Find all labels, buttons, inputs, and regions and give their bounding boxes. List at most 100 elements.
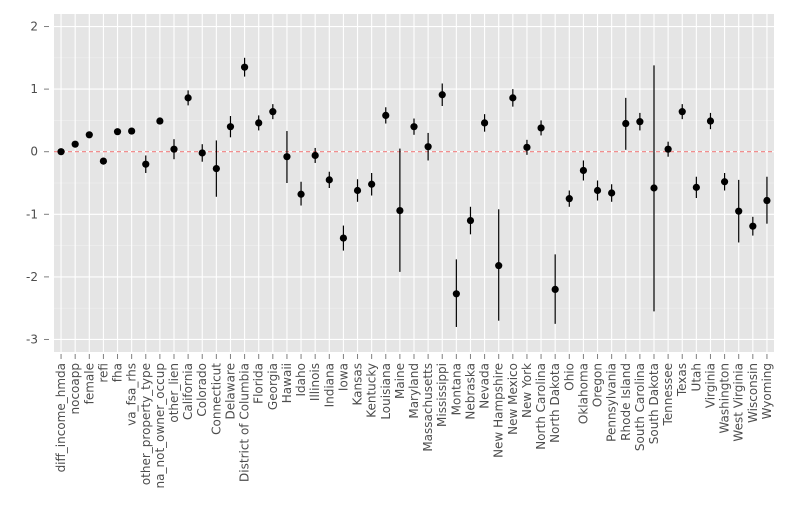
data-point bbox=[650, 184, 658, 192]
data-point bbox=[706, 117, 715, 125]
data-point bbox=[622, 119, 630, 128]
x-tick-label: Wisconsin bbox=[746, 363, 760, 423]
x-tick-label: na_not_owner_occup bbox=[153, 363, 167, 488]
y-tick-label: 1 bbox=[30, 82, 38, 96]
data-point bbox=[593, 186, 602, 195]
x-tick-label: Kansas bbox=[351, 363, 365, 405]
x-tick-label: diff_income_hmda bbox=[54, 363, 68, 472]
data-point bbox=[749, 222, 757, 230]
data-point bbox=[71, 140, 79, 148]
x-tick-label: female bbox=[82, 363, 96, 404]
x-tick-label: other_lien bbox=[167, 363, 181, 423]
data-point bbox=[212, 165, 220, 173]
x-tick-label: Georgia bbox=[266, 363, 280, 410]
x-tick-label: Nevada bbox=[478, 363, 492, 409]
data-point bbox=[565, 195, 573, 203]
data-point bbox=[156, 117, 164, 125]
data-point bbox=[255, 119, 263, 127]
x-tick-label: Iowa bbox=[336, 363, 350, 391]
gridlines bbox=[54, 14, 774, 352]
x-tick-label: Hawaii bbox=[280, 363, 294, 403]
x-tick-label: Colorado bbox=[195, 363, 209, 417]
data-point bbox=[410, 123, 418, 131]
data-point bbox=[763, 196, 771, 205]
x-tick-label: New Hampshire bbox=[492, 363, 506, 458]
x-tick-label: Oregon bbox=[591, 363, 605, 407]
x-tick-label: New York bbox=[520, 363, 534, 418]
x-tick-label: Connecticut bbox=[209, 363, 223, 435]
data-point bbox=[664, 145, 672, 153]
x-tick-label: Rhode Island bbox=[619, 363, 633, 441]
x-tick-label: Tennessee bbox=[661, 363, 675, 427]
x-tick-label: va_fsa_rhs bbox=[125, 363, 139, 426]
x-tick-label: Louisiana bbox=[379, 363, 393, 420]
x-tick-label: California bbox=[181, 363, 195, 420]
data-point bbox=[353, 186, 362, 195]
data-point bbox=[678, 108, 686, 116]
x-tick-label: Illinois bbox=[308, 363, 322, 401]
data-point bbox=[297, 190, 305, 198]
x-tick-label: fha bbox=[111, 363, 125, 382]
x-tick-label: Nebraska bbox=[463, 363, 477, 420]
data-point bbox=[339, 234, 348, 242]
data-point bbox=[608, 189, 616, 197]
data-point bbox=[283, 153, 291, 161]
data-point bbox=[466, 216, 475, 225]
x-tick-label: Maryland bbox=[407, 363, 421, 419]
x-tick-label: Kentucky bbox=[365, 363, 379, 418]
data-point bbox=[523, 143, 531, 151]
x-tick-label: nocoapp bbox=[68, 363, 82, 414]
x-tick-label: South Carolina bbox=[633, 363, 647, 451]
x-tick-label: Utah bbox=[689, 363, 703, 391]
x-tick-label: Wyoming bbox=[760, 363, 774, 419]
data-point bbox=[269, 108, 277, 116]
x-tick-label: Indiana bbox=[322, 363, 336, 407]
data-point bbox=[57, 148, 65, 156]
data-point bbox=[113, 128, 122, 136]
x-tick-label: District of Columbia bbox=[238, 363, 252, 482]
data-point bbox=[438, 91, 446, 99]
x-tick-label: Pennsylvania bbox=[605, 363, 619, 442]
data-point bbox=[226, 123, 235, 131]
x-tick-label: West Virginia bbox=[732, 363, 746, 442]
x-tick-label: refi bbox=[96, 363, 110, 383]
x-tick-label: South Dakota bbox=[647, 363, 661, 444]
data-point bbox=[311, 151, 319, 160]
x-tick-label: Ohio bbox=[562, 363, 576, 391]
data-point bbox=[184, 94, 192, 102]
data-point bbox=[735, 207, 743, 215]
y-tick-label: -1 bbox=[26, 207, 38, 221]
data-point bbox=[85, 131, 93, 139]
data-point bbox=[198, 149, 206, 157]
data-point bbox=[480, 119, 489, 127]
x-tick-label: North Dakota bbox=[548, 363, 562, 443]
y-tick-label: 0 bbox=[30, 145, 38, 159]
data-point bbox=[382, 111, 390, 119]
x-tick-label: Texas bbox=[675, 363, 689, 397]
x-tick-label: Florida bbox=[252, 363, 266, 404]
x-tick-label: Montana bbox=[449, 363, 463, 415]
x-tick-label: Idaho bbox=[294, 363, 308, 396]
x-tick-label: New Mexico bbox=[506, 363, 520, 435]
x-tick-label: Mississippi bbox=[435, 363, 449, 427]
data-point bbox=[325, 176, 333, 184]
data-point bbox=[495, 262, 503, 270]
data-point bbox=[537, 124, 545, 132]
data-point bbox=[720, 178, 729, 186]
data-point bbox=[636, 118, 644, 126]
data-point bbox=[142, 160, 150, 168]
y-tick-label: -2 bbox=[26, 270, 38, 284]
x-tick-label: North Carolina bbox=[534, 363, 548, 450]
data-point bbox=[99, 157, 108, 165]
data-point bbox=[551, 285, 559, 294]
y-axis: -3 -2 -1 0 1 2 bbox=[26, 20, 49, 346]
data-point bbox=[128, 127, 136, 135]
data-marks bbox=[57, 57, 771, 327]
x-tick-label: other_property_type bbox=[139, 363, 153, 485]
data-point bbox=[170, 145, 178, 153]
y-tick-label: 2 bbox=[30, 20, 38, 34]
x-tick-label: Washington bbox=[718, 363, 732, 434]
data-point bbox=[424, 143, 432, 151]
